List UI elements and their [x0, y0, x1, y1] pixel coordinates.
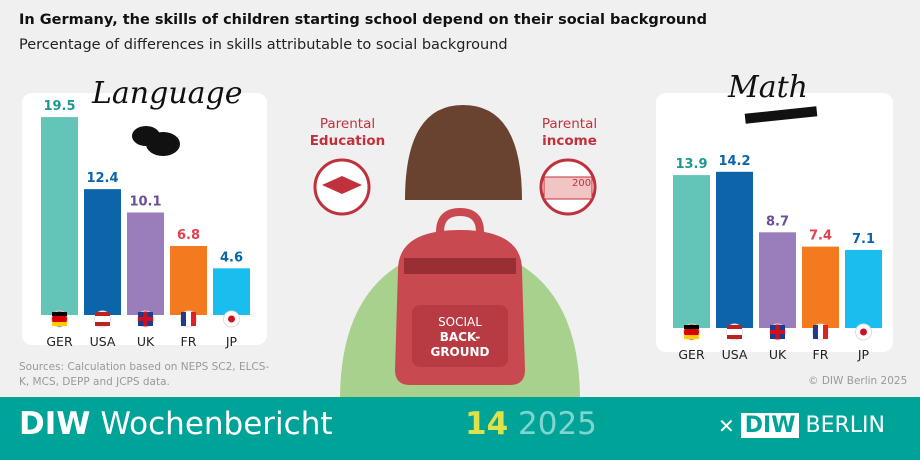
label-line: income	[542, 133, 597, 149]
category-label: FR	[181, 334, 197, 349]
flag-fr-icon	[180, 310, 197, 328]
value-label: 8.7	[766, 214, 789, 229]
bar-jp	[845, 249, 882, 328]
bar-fr	[170, 245, 207, 315]
bar-usa	[716, 171, 753, 328]
label-line: Parental	[541, 116, 598, 132]
brand: DIW Wochenbericht	[19, 406, 333, 442]
issue-number: 14	[465, 406, 509, 442]
category-label: UK	[137, 334, 155, 349]
flag-ger-icon	[51, 310, 68, 328]
page-title: In Germany, the skills of children start…	[19, 12, 707, 28]
language-title: Language	[92, 76, 243, 111]
bar-uk	[759, 232, 796, 328]
issue-year: 2025	[518, 406, 597, 442]
value-label: 7.4	[809, 229, 832, 244]
flag-jp-icon	[855, 323, 872, 341]
math-title: Math	[728, 70, 808, 105]
category-label: USA	[90, 334, 116, 349]
category-label: FR	[813, 347, 829, 362]
category-label: GER	[46, 334, 73, 349]
bar-jp	[213, 268, 250, 315]
ruler-icon	[744, 106, 818, 124]
banknote-value: 200	[572, 178, 592, 189]
brand-rest: Wochenbericht	[90, 406, 333, 442]
flag-uk-icon	[769, 323, 786, 341]
flag-uk-icon	[137, 310, 154, 328]
bar-usa	[84, 189, 121, 315]
label-line: Parental	[319, 116, 376, 132]
sources-note: Sources: Calculation based on NEPS SC2, …	[19, 361, 270, 388]
parental-income-label: Parental income	[522, 116, 617, 150]
issue: 14 2025	[465, 406, 597, 442]
label-line: Education	[309, 133, 386, 149]
label-line: BACK-	[439, 330, 481, 344]
page-subtitle: Percentage of differences in skills attr…	[19, 37, 508, 53]
category-label: JP	[225, 334, 238, 349]
value-label: 6.8	[177, 228, 200, 243]
label-line: SOCIAL	[438, 315, 482, 329]
value-label: 10.1	[129, 194, 161, 209]
footer: DIW Wochenbericht 14 2025 ✕ DIW BERLIN	[0, 397, 920, 460]
child-illustration	[313, 105, 597, 400]
category-label: UK	[769, 347, 787, 362]
label-line: GROUND	[430, 345, 490, 359]
bar-fr	[802, 246, 839, 328]
brand-bold: DIW	[19, 406, 91, 442]
flag-usa-icon	[94, 310, 111, 328]
speech-bubbles-icon	[132, 126, 180, 156]
value-label: 7.1	[852, 232, 875, 247]
bar-ger	[41, 117, 78, 315]
logo-text: BERLIN	[805, 413, 885, 438]
logo-mark-icon: ✕	[718, 413, 735, 438]
flag-jp-icon	[223, 310, 240, 328]
value-label: 13.9	[675, 157, 707, 172]
flag-fr-icon	[812, 323, 829, 341]
diw-berlin-logo: ✕ DIW BERLIN	[718, 413, 885, 438]
value-label: 4.6	[220, 250, 243, 265]
bar-uk	[127, 212, 164, 315]
value-label: 14.2	[718, 154, 750, 169]
value-label: 19.5	[43, 99, 75, 114]
logo-box: DIW	[740, 413, 800, 438]
value-label: 12.4	[86, 171, 118, 186]
bar-ger	[673, 175, 710, 328]
category-label: USA	[722, 347, 748, 362]
category-label: GER	[678, 347, 705, 362]
copyright: © DIW Berlin 2025	[808, 375, 908, 387]
flag-usa-icon	[726, 323, 743, 341]
flag-ger-icon	[683, 323, 700, 341]
category-label: JP	[857, 347, 870, 362]
parental-education-label: Parental Education	[300, 116, 395, 150]
backpack-label: SOCIAL BACK- GROUND	[412, 315, 508, 360]
